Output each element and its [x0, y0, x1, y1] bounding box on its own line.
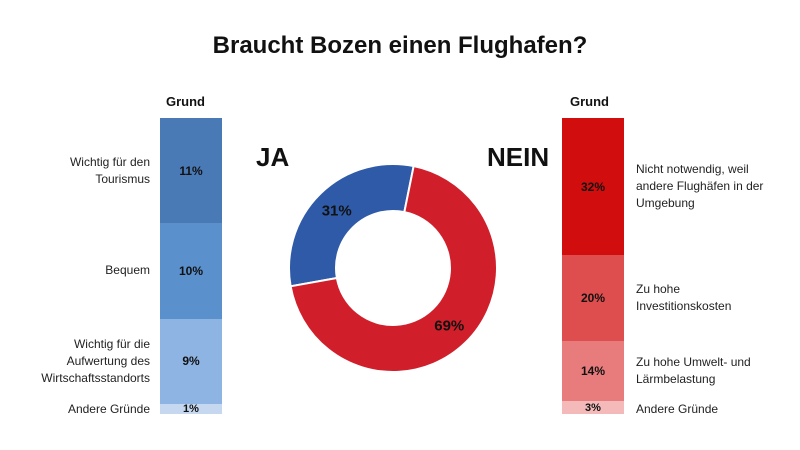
ja-label: JA: [256, 142, 290, 172]
nein-reason-label-1: Nicht notwendig, weil andere Flughäfen i…: [636, 162, 764, 211]
ja-bar-segment-3: 9%: [160, 318, 222, 405]
donut-label-nein: 69%: [434, 318, 464, 335]
ja-reasons-header: Grund: [166, 94, 205, 109]
nein-reason-label-2: Zu hohe Investitionskosten: [636, 282, 732, 314]
donut-label-ja: 31%: [322, 202, 352, 219]
ja-reason-label-2: Bequem: [105, 263, 150, 278]
chart-title: Braucht Bozen einen Flughafen?: [212, 32, 588, 59]
nein-bar-segment-1: 32%: [562, 118, 624, 256]
nein-reason-label-4: Andere Gründe: [636, 402, 719, 416]
nein-bar-segment-4: 3%: [562, 401, 624, 414]
ja-reason-label-1: Wichtig für den Tourismus: [69, 154, 150, 186]
nein-bar-segment-3: 14%: [562, 341, 624, 402]
ja-reason-label-4: Andere Gründe: [67, 402, 150, 416]
ja-bar-segment-1: 11%: [160, 118, 222, 224]
ja-bar-segment-4: 1%: [160, 403, 222, 415]
ja-reason-label-3: Wichtig für die Aufwertung des Wirtschaf…: [41, 336, 150, 385]
nein-reasons-header: Grund: [570, 94, 609, 109]
nein-label: NEIN: [487, 142, 550, 172]
nein-reason-label-3: Zu hohe Umwelt- und Lärmbelastung: [636, 355, 751, 387]
ja-bar-segment-2: 10%: [160, 223, 222, 319]
donut-slice-nein: [289, 164, 498, 373]
nein-bar-segment-2: 20%: [562, 255, 624, 342]
donut-slice-ja: [288, 163, 415, 288]
